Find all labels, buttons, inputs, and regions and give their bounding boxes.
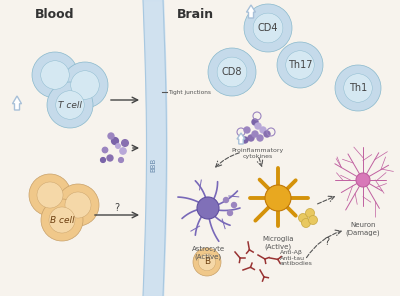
Circle shape — [335, 65, 381, 111]
Circle shape — [244, 4, 292, 52]
Circle shape — [47, 82, 93, 128]
Circle shape — [120, 148, 126, 154]
Circle shape — [298, 213, 308, 223]
Circle shape — [228, 210, 232, 215]
Text: Anti-Aβ
Anti-tau
antibodies: Anti-Aβ Anti-tau antibodies — [280, 250, 313, 266]
Circle shape — [217, 57, 247, 87]
Text: Tight junctions: Tight junctions — [168, 89, 211, 94]
Circle shape — [41, 61, 69, 89]
Circle shape — [122, 140, 128, 146]
Circle shape — [264, 131, 270, 137]
Circle shape — [108, 133, 114, 139]
Text: Neuron
(Damage): Neuron (Damage) — [346, 222, 380, 236]
Text: CD4: CD4 — [258, 23, 278, 33]
Circle shape — [244, 127, 250, 133]
Circle shape — [306, 208, 314, 218]
Circle shape — [116, 144, 120, 148]
Circle shape — [224, 197, 228, 202]
Circle shape — [248, 135, 254, 141]
Circle shape — [260, 127, 266, 133]
Text: Th17: Th17 — [288, 60, 312, 70]
Text: Th1: Th1 — [349, 83, 367, 93]
Circle shape — [265, 185, 291, 211]
Text: Microglia
(Active): Microglia (Active) — [262, 236, 294, 250]
Text: ?: ? — [324, 237, 330, 247]
Circle shape — [286, 51, 314, 79]
Circle shape — [62, 62, 108, 108]
Circle shape — [37, 182, 63, 208]
Circle shape — [252, 131, 258, 137]
Circle shape — [198, 253, 216, 271]
Circle shape — [302, 218, 310, 228]
Text: T cell: T cell — [58, 101, 82, 110]
Circle shape — [242, 137, 248, 143]
Circle shape — [255, 123, 261, 129]
Polygon shape — [237, 133, 245, 144]
Circle shape — [232, 202, 236, 207]
Circle shape — [308, 215, 318, 224]
Text: Proinflammatory
cytokines: Proinflammatory cytokines — [232, 148, 284, 159]
Circle shape — [56, 91, 84, 119]
Circle shape — [118, 157, 124, 163]
Circle shape — [71, 71, 99, 99]
Circle shape — [49, 207, 75, 233]
Circle shape — [252, 119, 258, 125]
Circle shape — [100, 157, 106, 163]
Circle shape — [253, 13, 283, 43]
Polygon shape — [12, 96, 22, 110]
Text: Brain: Brain — [176, 8, 214, 21]
Text: B: B — [204, 258, 210, 266]
Text: CD8: CD8 — [222, 67, 242, 77]
Circle shape — [29, 174, 71, 216]
Circle shape — [112, 138, 118, 144]
Circle shape — [102, 147, 108, 153]
Text: Astrocyte
(Active): Astrocyte (Active) — [192, 246, 224, 260]
Circle shape — [197, 197, 219, 219]
Circle shape — [65, 192, 91, 218]
Circle shape — [41, 199, 83, 241]
Text: Blood: Blood — [35, 8, 75, 21]
Circle shape — [107, 155, 113, 161]
Circle shape — [356, 173, 370, 187]
Circle shape — [208, 48, 256, 96]
Circle shape — [344, 74, 372, 102]
Circle shape — [277, 42, 323, 88]
Circle shape — [32, 52, 78, 98]
Circle shape — [193, 248, 221, 276]
Text: ?: ? — [114, 203, 120, 213]
Text: B cell: B cell — [50, 215, 74, 224]
Polygon shape — [246, 5, 256, 18]
Circle shape — [257, 135, 263, 141]
Circle shape — [57, 184, 99, 226]
Text: BBB: BBB — [150, 158, 156, 172]
